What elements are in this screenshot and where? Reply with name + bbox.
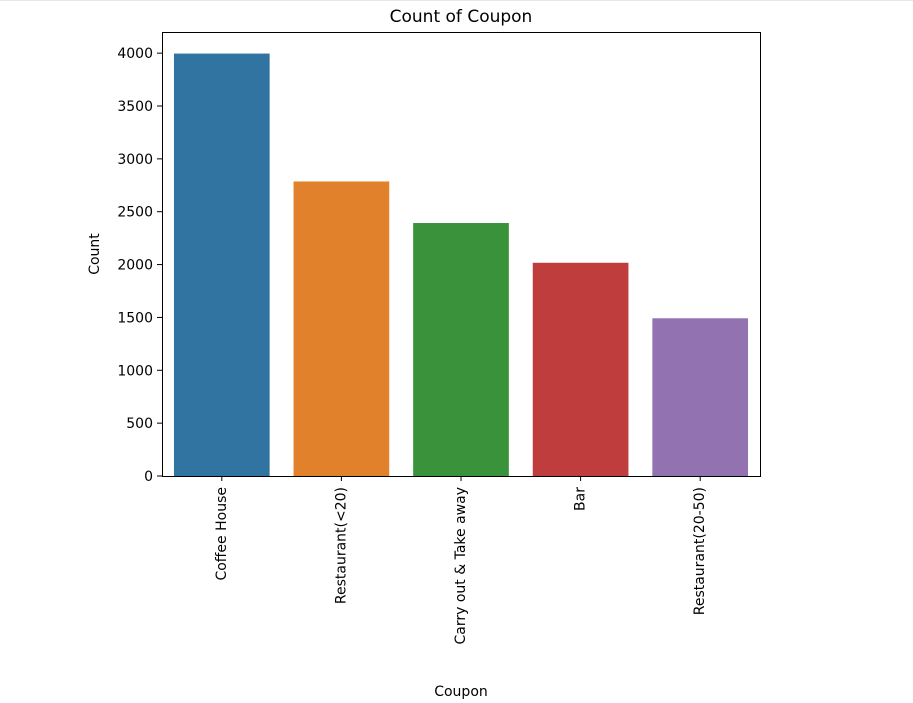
bar-1	[293, 181, 390, 477]
chart-title: Count of Coupon	[390, 7, 533, 27]
bars	[173, 53, 749, 477]
y-tick-label: 1000	[117, 363, 153, 379]
y-tick-label: 3000	[117, 152, 153, 168]
y-tick-label: 3500	[117, 99, 153, 115]
x-tick-label: Restaurant(20-50)	[692, 487, 708, 615]
x-axis-label: Coupon	[434, 684, 488, 700]
y-tick-label: 500	[126, 416, 153, 432]
y-tick-label: 0	[144, 469, 153, 485]
bar-2	[413, 223, 509, 476]
x-tick-label: Bar	[573, 487, 589, 511]
x-tick-label: Carry out & Take away	[453, 487, 469, 644]
x-axis: Coffee House Restaurant(<20) Carry out & T…	[214, 476, 708, 644]
bar-4	[652, 318, 749, 476]
top-border-line	[0, 0, 913, 1]
x-tick-label: Coffee House	[214, 487, 230, 581]
bar-0	[173, 53, 270, 477]
y-tick-label: 2500	[117, 205, 153, 221]
plot-frame	[162, 32, 761, 477]
y-axis: 0 500 1000 1500 2000 2500 3000 3500 4000	[117, 46, 162, 485]
y-tick-label: 1500	[117, 310, 153, 326]
x-tick-label: Restaurant(<20)	[333, 487, 349, 604]
y-tick-label: 4000	[117, 46, 153, 62]
bar-3	[532, 262, 629, 476]
y-tick-label: 2000	[117, 258, 153, 274]
y-axis-label: Count	[87, 233, 103, 275]
